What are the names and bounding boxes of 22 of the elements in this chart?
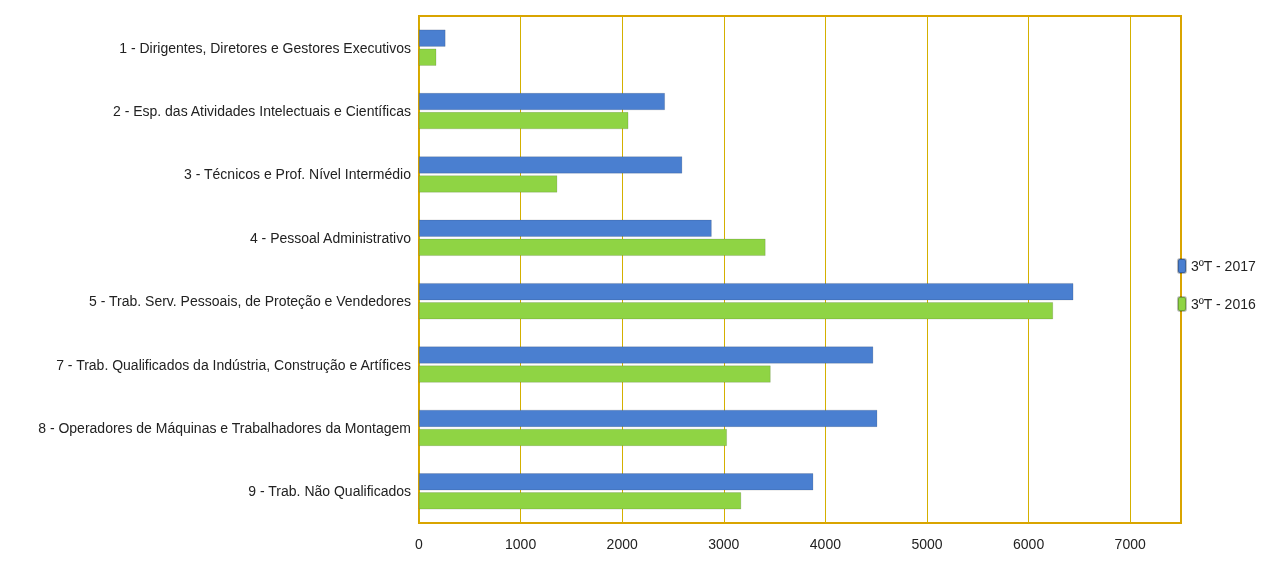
x-tick-label: 7000 <box>1114 536 1146 552</box>
bar <box>419 428 727 446</box>
bar <box>419 409 878 427</box>
x-tick-label: 2000 <box>606 536 638 552</box>
y-tick-label: 3 - Técnicos e Prof. Nível Intermédio <box>184 166 412 183</box>
legend-label: 3ºT - 2017 <box>1190 258 1256 274</box>
x-tick-label: 3000 <box>708 536 740 552</box>
y-tick-label: 8 - Operadores de Máquinas e Trabalhadores da Montagem <box>38 419 411 436</box>
x-tick-label: 0 <box>415 536 424 552</box>
x-tick-label: 1000 <box>505 536 537 552</box>
y-tick-label: 2 - Esp. das Atividades Intelectuais e Científicas <box>112 103 411 120</box>
bar <box>419 112 629 130</box>
legend-label: 3ºT - 2016 <box>1190 296 1256 312</box>
y-tick-label: 5 - Trab. Serv. Pessoais, de Proteção e Vendedores <box>89 293 411 310</box>
x-tick-label: 6000 <box>1013 536 1045 552</box>
x-tick-label: 4000 <box>809 536 842 552</box>
x-tick-label: 5000 <box>911 536 943 552</box>
bar <box>419 93 665 111</box>
y-tick-label: 7 - Trab. Qualificados da Indústria, Construção e Artífices <box>56 356 411 373</box>
y-tick-label: 9 - Trab. Não Qualificados <box>248 483 411 500</box>
y-tick-label: 4 - Pessoal Administrativo <box>249 229 412 246</box>
y-tick-label: 1 - Dirigentes, Diretores e Gestores Executivos <box>119 39 411 56</box>
